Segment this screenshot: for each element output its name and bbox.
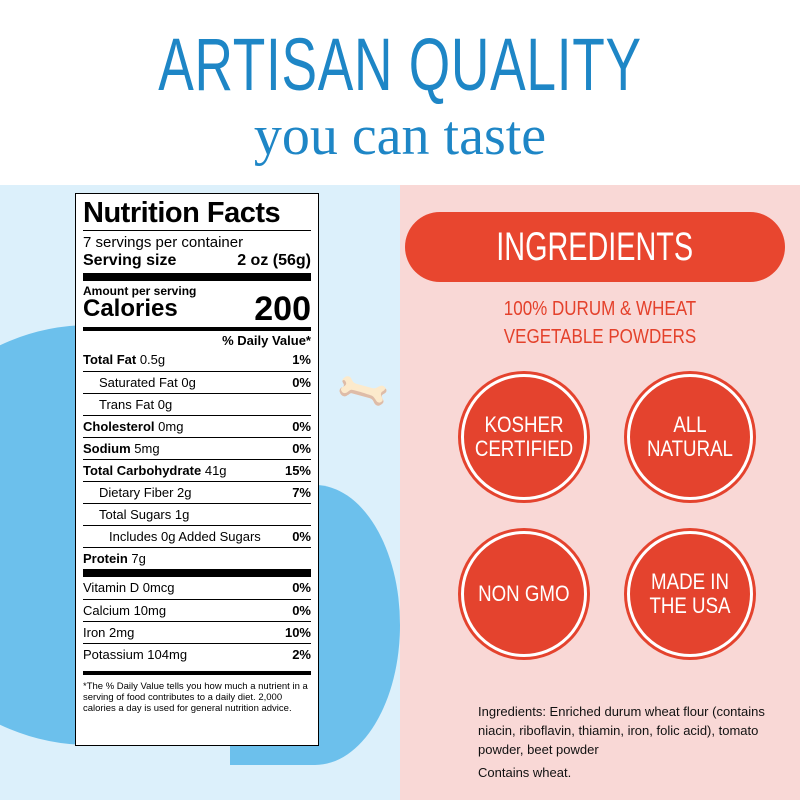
- nutrient-row: Total Fat 0.5g 1%: [83, 349, 311, 371]
- nutrient-dv: 0%: [292, 441, 311, 456]
- nutrient-dv: 0%: [292, 529, 311, 544]
- nutrient-label: Cholesterol 0mg: [83, 419, 184, 434]
- nutrient-row: Saturated Fat 0g 0%: [83, 371, 311, 393]
- nutrition-title: Nutrition Facts: [83, 198, 311, 231]
- daily-value-header: % Daily Value*: [83, 327, 311, 349]
- badge-kosher: KOSHER CERTIFIED: [461, 374, 587, 500]
- nutrient-row: Total Sugars 1g: [83, 503, 311, 525]
- vitamin-row: Vitamin D 0mcg 0%: [83, 577, 311, 599]
- serving-size-label: Serving size: [83, 252, 177, 269]
- nutrient-label: Includes 0g Added Sugars: [109, 529, 261, 544]
- vitamin-label: Iron 2mg: [83, 625, 135, 640]
- vitamin-row: Iron 2mg 10%: [83, 621, 311, 643]
- nutrient-label: Total Fat 0.5g: [83, 352, 166, 367]
- bone-icon: 🦴: [332, 361, 395, 423]
- header: ARTISAN QUALITY you can taste: [0, 0, 800, 190]
- vitamin-row: Potassium 104mg 2%: [83, 643, 311, 665]
- badge-non-gmo: NON GMO: [461, 531, 587, 657]
- nutrient-row: Protein 7g: [83, 547, 311, 569]
- amount-per-serving: Amount per serving: [83, 273, 311, 298]
- ingredients-text-block: Ingredients: Enriched durum wheat flour …: [478, 702, 788, 782]
- nutrient-label: Dietary Fiber 2g: [99, 485, 192, 500]
- nutrient-label: Trans Fat 0g: [99, 397, 173, 412]
- nutrient-row: Total Carbohydrate 41g 15%: [83, 459, 311, 481]
- vitamin-label: Potassium 104mg: [83, 647, 188, 662]
- nutrient-label: Sodium 5mg: [83, 441, 160, 456]
- ingredients-banner-text: INGREDIENTS: [496, 225, 694, 269]
- vitamin-dv: 0%: [292, 603, 311, 618]
- ingredients-banner: INGREDIENTS: [405, 212, 785, 282]
- vitamin-dv: 0%: [292, 580, 311, 595]
- nutrient-dv: 7%: [292, 485, 311, 500]
- nutrient-label: Protein 7g: [83, 551, 146, 566]
- nutrient-row: Cholesterol 0mg 0%: [83, 415, 311, 437]
- nutrient-dv: 0%: [292, 375, 311, 390]
- vitamin-dv: 2%: [292, 647, 311, 662]
- subheadline: you can taste: [253, 105, 547, 167]
- servings: 7 servings per container: [83, 234, 244, 251]
- nutrient-label: Total Sugars 1g: [99, 507, 190, 522]
- nutrient-row: Dietary Fiber 2g 7%: [83, 481, 311, 503]
- badge-natural: ALL NATURAL: [627, 374, 753, 500]
- badge-made-in-usa: MADE IN THE USA: [627, 531, 753, 657]
- vitamin-label: Vitamin D 0mcg: [83, 580, 175, 595]
- calories-label: Calories: [83, 295, 178, 322]
- nutrient-dv: 1%: [292, 352, 311, 367]
- nutrient-row: Includes 0g Added Sugars 0%: [83, 525, 311, 547]
- calories-value: 200: [254, 290, 311, 328]
- serving-size-value: 2 oz (56g): [237, 252, 311, 269]
- ingredients-list: Ingredients: Enriched durum wheat flour …: [478, 704, 765, 757]
- ingredients-headline-1: 100% DURUM & WHEAT: [503, 298, 697, 320]
- ingredients-headline-2: VEGETABLE POWDERS: [503, 326, 697, 348]
- serving-size: Serving size 2 oz (56g): [83, 251, 311, 273]
- nutrient-label: Saturated Fat 0g: [99, 375, 196, 390]
- nutrient-dv: 0%: [292, 419, 311, 434]
- nutrient-label: Total Carbohydrate 41g: [83, 463, 227, 478]
- allergen-statement: Contains wheat.: [478, 765, 572, 780]
- nutrition-facts-label: Nutrition Facts 7 servings per container…: [75, 193, 319, 746]
- vitamin-row: Calcium 10mg 0%: [83, 599, 311, 621]
- headline: ARTISAN QUALITY: [158, 23, 642, 106]
- divider: [83, 569, 311, 577]
- nutrient-row: Sodium 5mg 0%: [83, 437, 311, 459]
- calories: Calories 200: [83, 290, 311, 328]
- nutrient-row: Trans Fat 0g: [83, 393, 311, 415]
- vitamin-dv: 10%: [284, 625, 311, 640]
- vitamin-label: Calcium 10mg: [83, 603, 167, 618]
- footnote: *The % Daily Value tells you how much a …: [83, 671, 311, 714]
- nutrient-dv: 15%: [284, 463, 311, 478]
- right-panel: [400, 185, 800, 800]
